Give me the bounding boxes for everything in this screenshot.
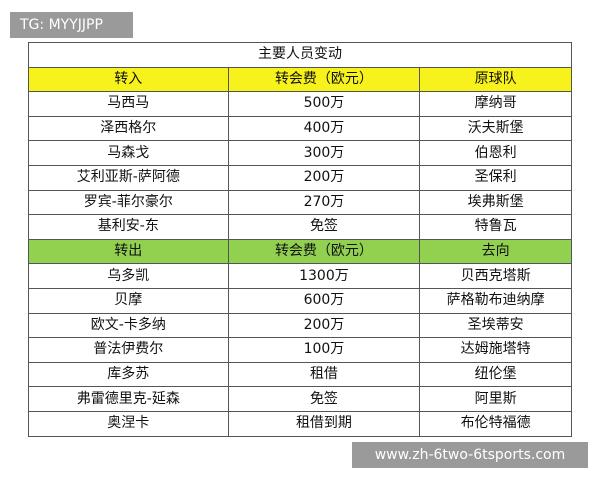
cell: 300万	[227, 140, 421, 166]
header-cell: 转入	[28, 66, 229, 93]
table-row: 贝摩 600万 萨格勒布迪纳摩	[28, 287, 572, 314]
cell: 贝摩	[28, 287, 229, 314]
cell: 库多苏	[28, 361, 229, 388]
cell: 600万	[227, 287, 421, 314]
header-cell: 原球队	[419, 66, 572, 93]
cell: 圣埃蒂安	[419, 312, 572, 339]
cell: 萨格勒布迪纳摩	[419, 287, 572, 314]
cell: 罗宾-菲尔豪尔	[28, 189, 229, 216]
table-row: 库多苏 租借 纽伦堡	[28, 361, 572, 388]
cell: 特鲁瓦	[419, 214, 572, 240]
cell: 普法伊费尔	[28, 337, 229, 363]
table-title: 主要人员变动	[28, 42, 572, 68]
cell: 沃夫斯堡	[419, 115, 572, 142]
table-row: 罗宾-菲尔豪尔 270万 埃弗斯堡	[28, 189, 572, 216]
table-row: 马森戈 300万 伯恩利	[28, 140, 572, 166]
table-row: 泽西格尔 400万 沃夫斯堡	[28, 115, 572, 142]
cell: 欧文-卡多纳	[28, 312, 229, 339]
title-row: 主要人员变动	[28, 42, 572, 68]
cell: 达姆施塔特	[419, 337, 572, 363]
header-cell: 转会费（欧元）	[227, 66, 421, 93]
header-cell: 去向	[419, 238, 572, 265]
transfer-table: 主要人员变动 转入 转会费（欧元） 原球队 马西马 500万 摩纳哥 泽西格尔 400万 沃夫斯堡…	[28, 42, 572, 437]
cell: 马西马	[28, 91, 229, 117]
table-row: 欧文-卡多纳 200万 圣埃蒂安	[28, 312, 572, 339]
header-cell: 转出	[28, 238, 229, 265]
cell: 马森戈	[28, 140, 229, 166]
tag-label: TG: MYYJJPP	[10, 12, 133, 38]
cell: 泽西格尔	[28, 115, 229, 142]
cell: 乌多凯	[28, 263, 229, 289]
cell: 圣保利	[419, 164, 572, 191]
table-row: 马西马 500万 摩纳哥	[28, 91, 572, 117]
cell: 500万	[227, 91, 421, 117]
cell: 租借	[227, 361, 421, 388]
cell: 艾利亚斯-萨阿德	[28, 164, 229, 191]
cell: 1300万	[227, 263, 421, 289]
cell: 埃弗斯堡	[419, 189, 572, 216]
cell: 摩纳哥	[419, 91, 572, 117]
table-row: 艾利亚斯-萨阿德 200万 圣保利	[28, 164, 572, 191]
cell: 基利安-东	[28, 214, 229, 240]
header-cell: 转会费（欧元）	[227, 238, 421, 265]
cell: 200万	[227, 312, 421, 339]
table-row: 乌多凯 1300万 贝西克塔斯	[28, 263, 572, 289]
footer-url: www.zh-6two-6tsports.com	[352, 442, 588, 468]
cell: 贝西克塔斯	[419, 263, 572, 289]
table-row: 普法伊费尔 100万 达姆施塔特	[28, 337, 572, 363]
cell: 伯恩利	[419, 140, 572, 166]
table-row: 奥涅卡 租借到期 布伦特福德	[28, 410, 572, 437]
section-header-row: 转入 转会费（欧元） 原球队	[28, 66, 572, 93]
cell: 租借到期	[227, 410, 421, 437]
cell: 阿里斯	[419, 386, 572, 412]
cell: 纽伦堡	[419, 361, 572, 388]
section-header-row: 转出 转会费（欧元） 去向	[28, 238, 572, 265]
table-row: 基利安-东 免签 特鲁瓦	[28, 214, 572, 240]
table-row: 弗雷德里克-延森 免签 阿里斯	[28, 386, 572, 412]
cell: 200万	[227, 164, 421, 191]
cell: 270万	[227, 189, 421, 216]
cell: 布伦特福德	[419, 410, 572, 437]
cell: 100万	[227, 337, 421, 363]
cell: 免签	[227, 214, 421, 240]
cell: 弗雷德里克-延森	[28, 386, 229, 412]
cell: 免签	[227, 386, 421, 412]
cell: 奥涅卡	[28, 410, 229, 437]
cell: 400万	[227, 115, 421, 142]
